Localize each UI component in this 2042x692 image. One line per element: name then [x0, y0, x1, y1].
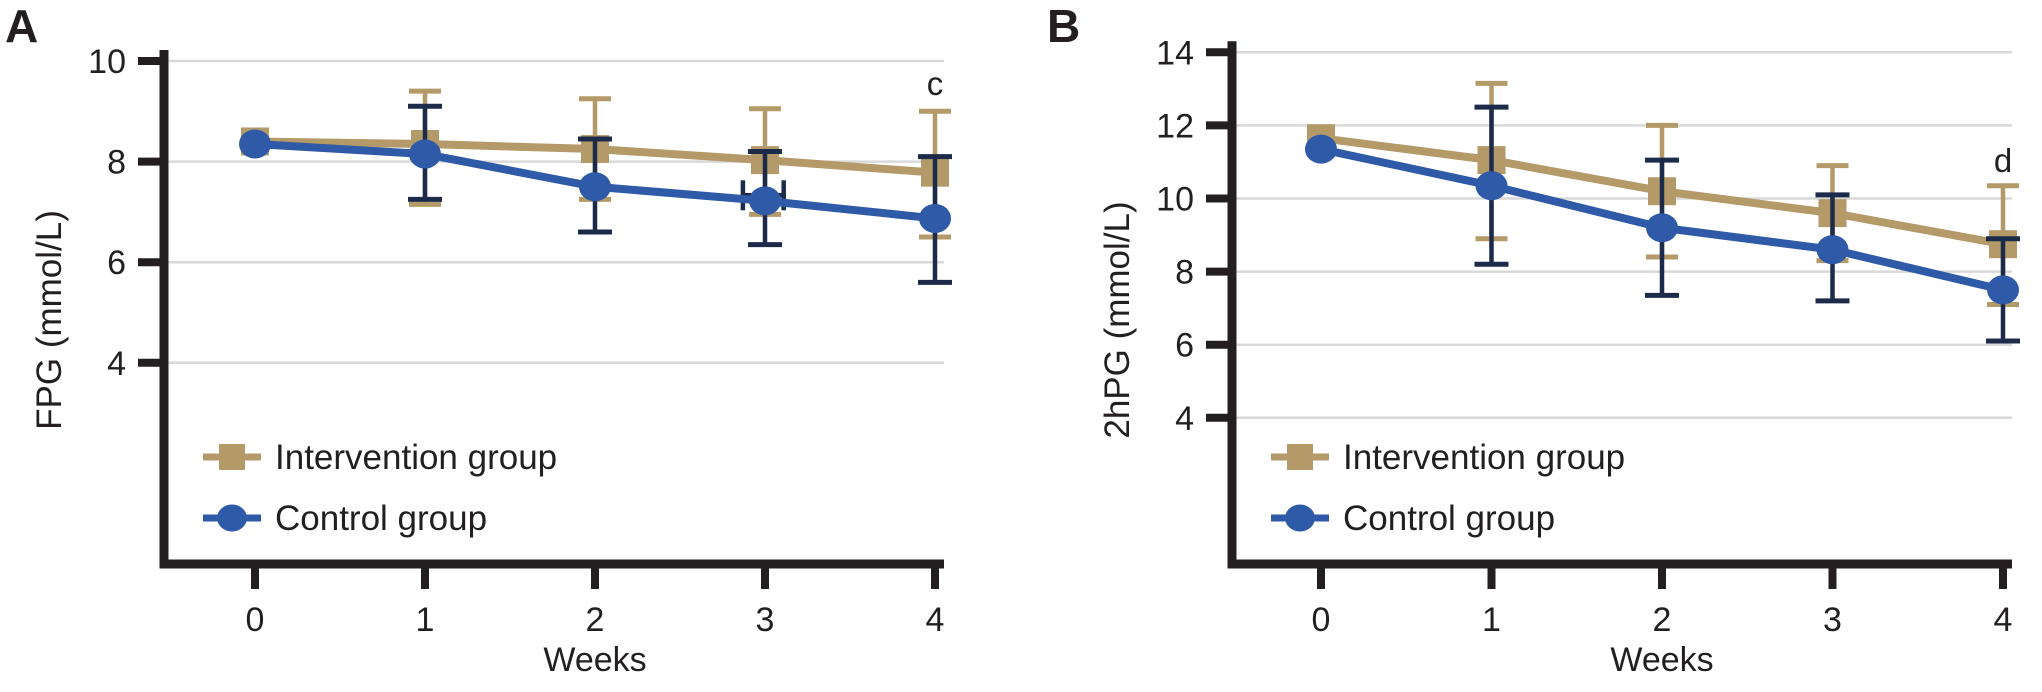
x-tick-label: 1	[1482, 601, 1501, 639]
x-axis-label: Weeks	[1610, 641, 1713, 679]
legend-label: Intervention group	[1343, 438, 1625, 477]
marker-control	[1305, 134, 1337, 164]
marker-control	[409, 139, 441, 169]
x-tick-label: 4	[1994, 601, 2013, 639]
x-tick-label: 0	[1312, 601, 1331, 639]
y-tick-label: 6	[1175, 327, 1194, 365]
marker-control	[1646, 213, 1678, 243]
y-tick-label: 6	[107, 244, 126, 282]
x-tick-label: 3	[1823, 601, 1842, 639]
y-axis-label: FPG (mmol/L)	[30, 210, 69, 430]
y-tick-label: 4	[107, 345, 126, 383]
x-tick-label: 2	[1653, 601, 1672, 639]
x-tick-label: 3	[756, 601, 775, 639]
x-tick-label: 4	[926, 601, 945, 639]
y-tick-label: 10	[1156, 181, 1194, 219]
y-tick-label: 4	[1175, 400, 1194, 438]
marker-control	[239, 129, 271, 159]
x-tick-label: 2	[586, 601, 605, 639]
y-tick-label: 8	[107, 144, 126, 182]
legend-label: Control group	[275, 499, 487, 538]
marker-control	[1475, 171, 1508, 201]
marker-control	[919, 203, 951, 233]
panel-a: 4 6 8 10 0 1 2 3 4 Weeks FPG (mmol/L) Ac Interventio…	[5, 0, 952, 679]
legend-square-marker-icon	[1287, 444, 1313, 470]
panel-letter: B	[1047, 0, 1080, 52]
x-tick-label: 1	[416, 601, 435, 639]
legend-label: Control group	[1343, 499, 1555, 538]
x-tick-label: 0	[246, 601, 265, 639]
marker-control	[579, 172, 611, 202]
y-tick-label: 12	[1156, 107, 1194, 145]
panel-letter: A	[5, 0, 38, 52]
legend-label: Intervention group	[275, 438, 557, 477]
y-tick-label: 14	[1156, 34, 1194, 72]
marker-control	[749, 186, 781, 216]
marker-control	[1816, 235, 1849, 265]
y-axis-label: 2hPG (mmol/L)	[1098, 201, 1137, 438]
marker-control	[1987, 275, 2019, 305]
legend: Intervention group Control group	[203, 438, 557, 538]
significance-letter: d	[1994, 142, 2012, 179]
legend-circle-marker-icon	[1285, 504, 1315, 532]
significance-letter: c	[927, 65, 944, 102]
legend: Intervention group Control group	[1271, 438, 1625, 538]
legend-square-marker-icon	[219, 444, 245, 470]
y-tick-label: 10	[88, 43, 126, 81]
y-tick-label: 8	[1175, 254, 1194, 292]
x-axis-label: Weeks	[543, 641, 646, 679]
legend-circle-marker-icon	[217, 504, 247, 532]
